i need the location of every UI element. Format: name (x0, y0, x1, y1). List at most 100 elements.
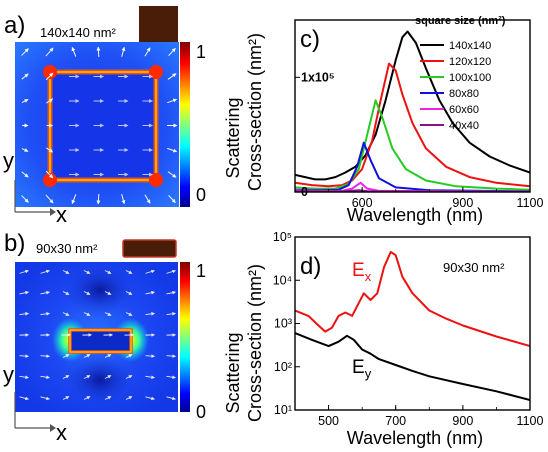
field-arrow (40, 290, 50, 295)
field-arrow (121, 46, 126, 57)
field-arrow (19, 396, 29, 401)
field-arrow (83, 396, 91, 400)
field-arrow (19, 354, 29, 358)
panel-d-ylabel-line1: Scattering (223, 332, 243, 413)
panel-b-x-label: x (56, 420, 67, 445)
field-arrow (168, 47, 176, 56)
field-arrow (167, 171, 177, 178)
panel-b-particle-outline (68, 328, 133, 354)
panel-b-particle-swatch (122, 239, 177, 258)
panel-b-size-label: 90x30 nm² (36, 241, 98, 256)
y-tick-label: 10⁵ (273, 230, 292, 244)
panel-d-ylabel-line2: Cross-section (nm²) (245, 264, 265, 422)
field-arrow (62, 375, 70, 379)
panel-a-colorbar-min: 0 (196, 185, 206, 205)
field-arrow (45, 170, 54, 179)
field-arrow (144, 194, 151, 204)
panel-b-y-label: y (3, 362, 14, 387)
legend-label: 100x100 (449, 72, 491, 84)
field-arrow (19, 375, 29, 379)
field-arrow (145, 269, 155, 274)
series-line-80x80 (295, 141, 530, 192)
field-arrow (83, 312, 91, 316)
field-arrow (104, 312, 112, 316)
field-arrow (45, 47, 54, 57)
field-arrow (145, 312, 155, 316)
series-line-140x140 (295, 30, 530, 181)
panel-a-field-arrows (21, 46, 178, 205)
field-arrow (167, 147, 178, 153)
x-tick-label: 1100 (517, 414, 544, 428)
field-arrow (62, 312, 70, 316)
field-arrow (166, 375, 176, 379)
field-arrow (62, 270, 70, 274)
panel-b-colorbar-min: 0 (196, 402, 206, 422)
field-arrow (166, 354, 176, 358)
field-arrow (145, 290, 155, 295)
field-arrow (167, 98, 178, 104)
field-arrow (19, 312, 29, 316)
field-arrow (46, 147, 54, 153)
field-arrow (40, 312, 50, 316)
field-arrow (40, 396, 50, 401)
field-arrow (166, 269, 176, 274)
field-arrow (145, 375, 155, 379)
field-arrow (125, 291, 133, 295)
series-line-120x120 (295, 62, 530, 188)
field-arrow (125, 375, 133, 379)
field-arrow (83, 375, 91, 379)
panel-c-chart: c) Scattering Cross-section (nm²) Wavele… (223, 15, 543, 225)
x-tick-label: 1100 (517, 196, 544, 210)
field-arrow (19, 290, 29, 295)
field-arrow (125, 270, 133, 274)
panel-b: b) 90x30 nm² 1 0 y x (3, 230, 206, 445)
field-arrow (19, 269, 29, 274)
field-arrow (21, 73, 29, 80)
panel-b-label: b) (4, 230, 25, 257)
legend-label: 60x60 (449, 104, 479, 116)
panel-d-xlabel: Wavelength (nm) (347, 428, 483, 448)
series-line-ex (295, 251, 530, 348)
panel-c-legend-title: square size (nm²) (415, 15, 506, 27)
field-arrow (104, 291, 112, 295)
field-arrow (96, 46, 101, 58)
field-arrow (166, 290, 176, 295)
panel-d-label: d) (300, 253, 321, 280)
x-tick-label: 700 (385, 414, 406, 428)
panel-c-label: c) (300, 26, 320, 53)
field-arrow (21, 195, 29, 203)
panel-b-colorbar-max: 1 (196, 261, 206, 281)
series-label-ex: Ex (352, 260, 372, 284)
panel-a-label: a) (4, 12, 25, 39)
field-arrow (21, 171, 29, 178)
legend-label: 120x120 (449, 56, 491, 68)
panel-d-chart: d) 90x30 nm² Scattering Cross-section (n… (223, 230, 543, 448)
field-arrow (83, 291, 91, 295)
field-arrow (125, 396, 133, 400)
field-arrow (104, 375, 112, 379)
field-arrow (21, 148, 29, 152)
field-arrow (45, 72, 54, 81)
plot-frame (294, 19, 531, 193)
field-arrow (71, 46, 77, 57)
field-arrow (62, 396, 70, 400)
panel-b-field-arrows (19, 269, 176, 401)
y-tick-label: 1x10⁵ (301, 70, 335, 84)
legend-label: 80x80 (449, 88, 479, 100)
panel-a-x-label: x (56, 202, 67, 227)
series-label-ey: Ey (352, 357, 372, 381)
field-arrow (145, 354, 155, 358)
field-arrow (45, 194, 54, 204)
series-line-ey (295, 332, 530, 401)
field-arrow (21, 99, 29, 103)
y-tick-label: 10³ (274, 317, 292, 331)
panel-a-colorbar (180, 42, 190, 207)
field-arrow (40, 354, 50, 358)
panel-a-size-label: 140x140 nm² (40, 25, 117, 40)
panel-c-ylabel-line2: Cross-section (nm²) (245, 33, 265, 191)
field-arrow (46, 98, 54, 104)
x-tick-label: 500 (318, 414, 339, 428)
field-arrow (104, 354, 112, 358)
field-arrow (96, 193, 101, 205)
field-arrow (166, 396, 176, 401)
